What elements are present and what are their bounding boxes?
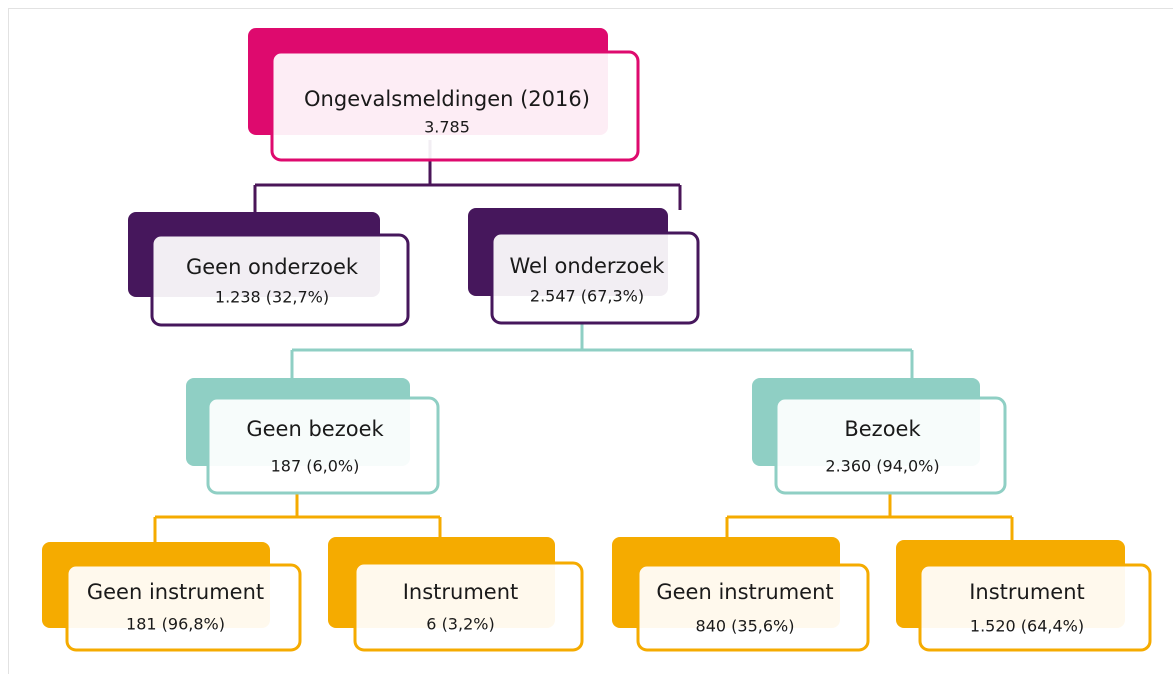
node-value: 840 (35,6%) <box>696 617 795 636</box>
node-label: Geen bezoek <box>246 417 384 441</box>
nodes: Ongevalsmeldingen (2016) 3.785 Geen onderz… <box>42 28 1152 652</box>
node: Geen bezoek 187 (6,0%) <box>186 378 440 495</box>
node-label: Instrument <box>969 580 1085 604</box>
node-value: 181 (96,8%) <box>126 615 225 634</box>
node-label: Wel onderzoek <box>510 254 666 278</box>
node-value: 6 (3,2%) <box>426 615 494 634</box>
node-box <box>490 231 700 325</box>
node-box <box>65 563 302 652</box>
node-label: Geen onderzoek <box>186 255 359 279</box>
node-value: 2.547 (67,3%) <box>530 287 644 306</box>
node: Wel onderzoek 2.547 (67,3%) <box>468 208 700 325</box>
node-value: 1.238 (32,7%) <box>215 288 329 307</box>
node: Instrument 1.520 (64,4%) <box>896 540 1152 652</box>
frame <box>8 8 1173 674</box>
node-label: Bezoek <box>844 417 921 441</box>
node-label: Instrument <box>403 580 519 604</box>
connector <box>253 140 682 212</box>
node-value: 3.785 <box>424 118 470 137</box>
node-label: Geen instrument <box>87 580 264 604</box>
connector <box>290 323 914 378</box>
node-box <box>206 396 440 495</box>
connector <box>153 493 1014 542</box>
node: Ongevalsmeldingen (2016) 3.785 <box>248 28 640 162</box>
node: Geen onderzoek 1.238 (32,7%) <box>128 212 410 327</box>
node-value: 1.520 (64,4%) <box>970 617 1084 636</box>
node: Instrument 6 (3,2%) <box>328 537 584 652</box>
node-value: 187 (6,0%) <box>271 457 360 476</box>
node-box <box>150 233 410 327</box>
node-box <box>636 563 870 652</box>
node: Geen instrument 840 (35,6%) <box>612 537 870 652</box>
node-box <box>774 396 1007 495</box>
node-box <box>353 561 584 652</box>
node-value: 2.360 (94,0%) <box>825 457 939 476</box>
node-label: Ongevalsmeldingen (2016) <box>304 87 590 111</box>
node: Bezoek 2.360 (94,0%) <box>752 378 1007 495</box>
node: Geen instrument 181 (96,8%) <box>42 542 302 652</box>
node-label: Geen instrument <box>656 580 833 604</box>
node-box <box>918 563 1152 652</box>
node-box <box>270 50 640 162</box>
